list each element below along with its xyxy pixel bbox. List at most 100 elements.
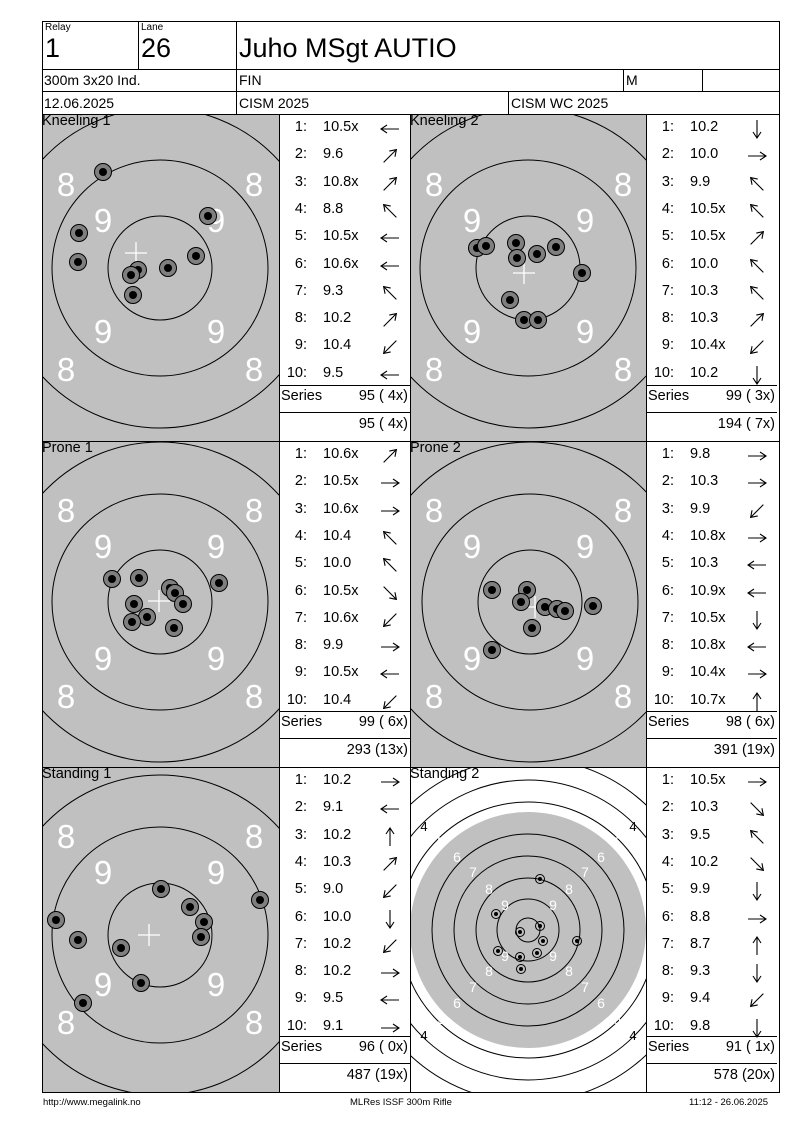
arrow-right-icon (379, 962, 401, 984)
series-label: Series (281, 713, 323, 730)
shot-center (523, 586, 531, 594)
arrow-left-icon (379, 798, 401, 820)
arrow-up-left-icon (379, 200, 401, 222)
shot-score: 10.4 (323, 691, 352, 708)
shot-score: 10.2 (690, 364, 719, 381)
running-total: 391 (19x) (713, 741, 775, 758)
series-label: Series (648, 1038, 690, 1055)
shot-number: 3: (294, 826, 307, 843)
ring-number-7: 7 (581, 979, 589, 995)
arrow-up-icon (746, 935, 768, 957)
shot-score: 10.4 (323, 527, 352, 544)
shot-number: 10: (286, 1017, 307, 1034)
shot-score: 10.8x (690, 637, 726, 654)
arrow-up-icon (379, 826, 401, 848)
arrow-right-icon (746, 472, 768, 494)
arrow-up-left-icon (746, 173, 768, 195)
ring-number-7: 7 (581, 864, 589, 880)
shot-row: 2: 10.3 (648, 799, 776, 826)
ring-number-8: 8 (485, 881, 493, 897)
ring-number-8: 8 (245, 818, 263, 855)
arrow-up-right-icon (379, 145, 401, 167)
shot-number: 8: (661, 637, 674, 654)
arrow-left-icon (379, 989, 401, 1011)
arrow-down-right-icon (746, 798, 768, 820)
shot-score: 10.2 (690, 119, 719, 135)
arrow-right-icon (379, 636, 401, 658)
ring-number-9: 9 (94, 313, 112, 350)
shot-row: 3: 9.5 (648, 827, 776, 854)
arrow-down-left-icon (379, 336, 401, 358)
panel-title: Prone 1 (42, 440, 93, 456)
arrow-up-right-icon (379, 853, 401, 875)
footer-url[interactable]: http://www.megalink.no (43, 1097, 141, 1108)
shot-center (157, 885, 165, 893)
shot-center (535, 951, 539, 955)
arrow-down-left-icon (379, 880, 401, 902)
shot-row: 7: 10.5x (648, 610, 776, 637)
shot-score: 10.5x (690, 200, 726, 217)
shot-row: 8: 9.9 (281, 637, 409, 664)
arrow-right-icon (379, 1017, 401, 1039)
shot-number: 10: (653, 691, 674, 708)
shot-score: 9.0 (323, 881, 344, 898)
ring-number-6: 6 (453, 849, 461, 865)
running-total: 487 (19x) (346, 1066, 408, 1083)
shot-number: 9: (294, 337, 307, 354)
target-ring (453, 855, 603, 1005)
shot-score: 9.3 (323, 282, 344, 299)
arrow-up-right-icon (379, 445, 401, 467)
date: 12.06.2025 (44, 95, 115, 111)
shot-row: 5: 9.9 (648, 881, 776, 908)
shot-number: 8: (294, 963, 307, 980)
ring-number-6: 6 (597, 849, 605, 865)
shot-number: 4: (661, 200, 674, 217)
shot-center (186, 903, 194, 911)
ring-number-8: 8 (485, 963, 493, 979)
shot-row: 3: 10.2 (281, 827, 409, 854)
ring-number-8: 8 (57, 351, 75, 388)
shot-hole (532, 948, 542, 958)
shot-score: 10.5x (323, 119, 359, 135)
ring-number-9: 9 (94, 528, 112, 565)
ring-number-9: 9 (576, 313, 594, 350)
shot-row: 1: 9.8 (648, 446, 776, 473)
shot-number: 4: (294, 853, 307, 870)
ring-number-8: 8 (245, 351, 263, 388)
arrow-up-right-icon (746, 309, 768, 331)
shot-score: 10.3 (690, 473, 719, 490)
panel-title: Kneeling 2 (410, 113, 479, 129)
ring-number-9: 9 (549, 948, 557, 964)
ring-number-9: 9 (463, 313, 481, 350)
ring-number-9: 9 (94, 640, 112, 677)
target-ring (411, 801, 646, 1059)
shot-score: 10.5x (690, 228, 726, 245)
arrow-down-icon (746, 118, 768, 140)
shot-score: 10.2 (323, 935, 352, 952)
shot-row: 5: 10.5x (281, 228, 409, 255)
arrow-left-icon (379, 364, 401, 386)
shot-number: 8: (661, 963, 674, 980)
arrow-down-icon (746, 880, 768, 902)
arrow-up-icon (746, 691, 768, 713)
shot-score: 10.3 (323, 853, 352, 870)
ring-number-9: 9 (463, 528, 481, 565)
shot-row: 5: 10.5x (648, 228, 776, 255)
target-ring (107, 549, 213, 655)
target-ring (51, 159, 269, 377)
shot-center (496, 949, 500, 953)
target-ring (496, 898, 560, 962)
shot-score: 10.9x (690, 582, 726, 599)
shot-number: 8: (294, 310, 307, 327)
shot-center (127, 271, 135, 279)
shot-center (561, 607, 569, 615)
shot-score: 10.5x (323, 582, 359, 599)
target-ring (431, 833, 625, 1027)
shot-center (130, 600, 138, 608)
shot-row: 2: 9.1 (281, 799, 409, 826)
shot-number: 4: (294, 200, 307, 217)
ring-number-4: 4 (420, 819, 427, 834)
